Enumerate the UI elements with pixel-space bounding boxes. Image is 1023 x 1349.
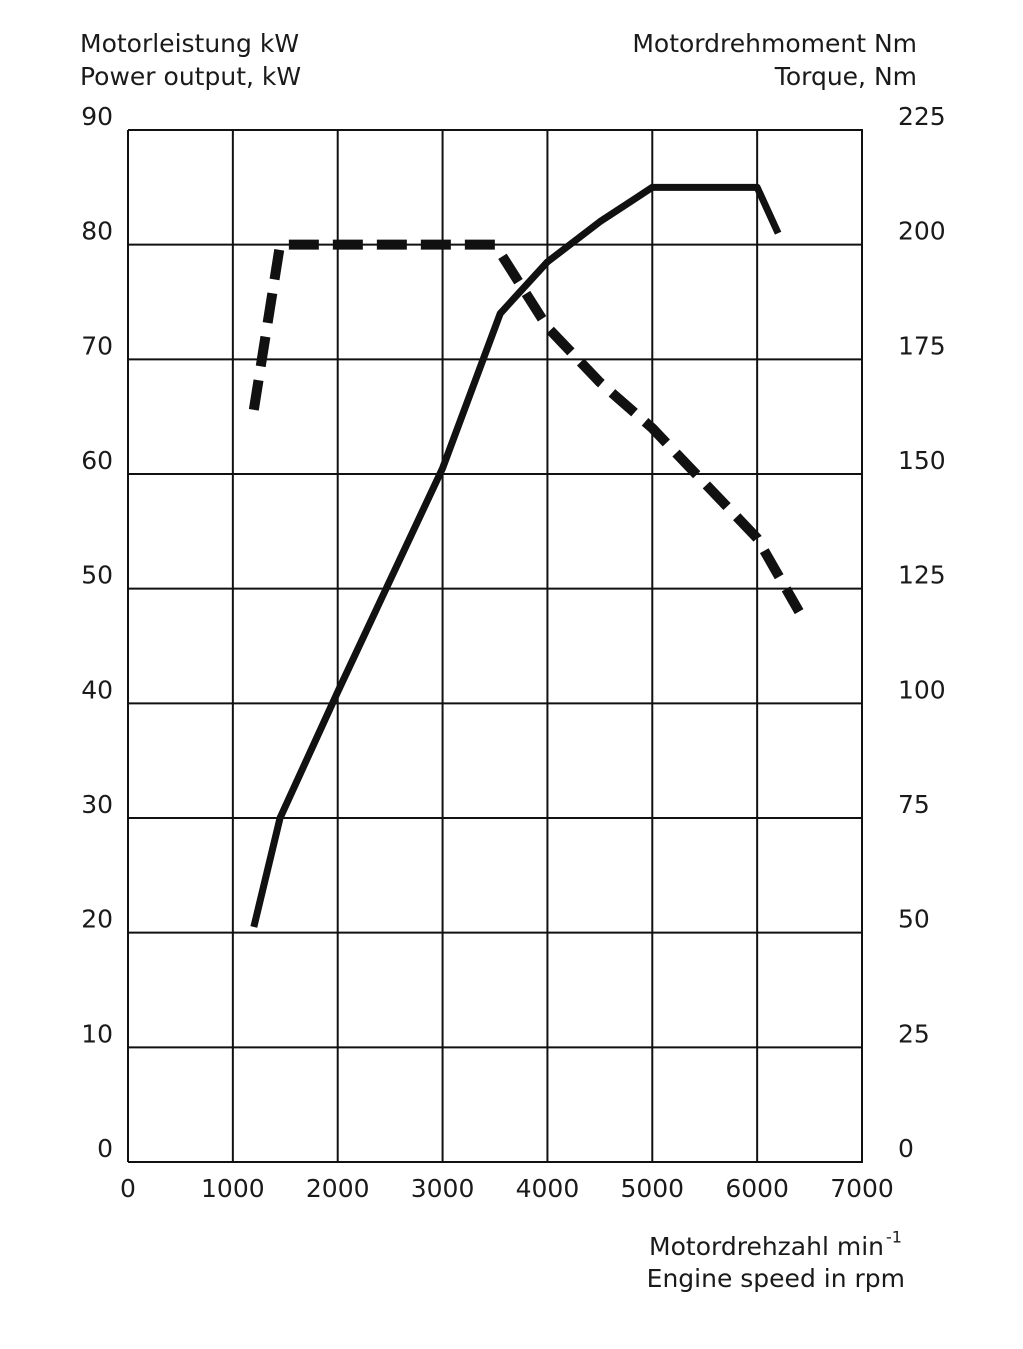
y2-tick-label: 50	[898, 905, 930, 934]
x-tick-label: 4000	[516, 1174, 580, 1203]
x-tick-label: 1000	[201, 1174, 265, 1203]
y-tick-label: 20	[81, 905, 113, 934]
y2-tick-label: 25	[898, 1019, 930, 1048]
y-tick-label: 80	[81, 217, 113, 246]
y-tick-label: 30	[81, 790, 113, 819]
x-tick-label: 2000	[306, 1174, 370, 1203]
y2-tick-label: 125	[898, 561, 946, 590]
x-axis-title: Engine speed in rpm	[647, 1264, 905, 1293]
x-tick-label: 7000	[830, 1174, 894, 1203]
x-tick-label: 5000	[620, 1174, 684, 1203]
y-tick-label: 50	[81, 561, 113, 590]
y-tick-label: 0	[97, 1134, 113, 1163]
y-axis-title: Motorleistung kW	[80, 29, 299, 58]
y-tick-label: 70	[81, 331, 113, 360]
x-tick-label: 3000	[411, 1174, 475, 1203]
x-axis-title-superscript: -1	[886, 1228, 902, 1247]
y-axis-title: Power output, kW	[80, 62, 301, 91]
y2-tick-label: 200	[898, 217, 946, 246]
series-line	[250, 183, 782, 928]
y2-axis-title: Motordrehmoment Nm	[632, 29, 917, 58]
x-tick-label: 6000	[725, 1174, 789, 1203]
y-tick-label: 10	[81, 1019, 113, 1048]
y2-tick-label: 150	[898, 446, 946, 475]
y2-tick-label: 0	[898, 1134, 914, 1163]
y2-tick-label: 100	[898, 675, 946, 704]
x-tick-label: 0	[120, 1174, 136, 1203]
series-line	[248, 239, 804, 615]
y-tick-label: 40	[81, 675, 113, 704]
y2-tick-label: 225	[898, 102, 946, 131]
y-tick-label: 90	[81, 102, 113, 131]
x-axis-title: Motordrehzahl min	[649, 1232, 884, 1261]
y2-tick-label: 75	[898, 790, 930, 819]
y2-axis-title: Torque, Nm	[774, 62, 917, 91]
y2-tick-label: 175	[898, 331, 946, 360]
y-tick-label: 60	[81, 446, 113, 475]
